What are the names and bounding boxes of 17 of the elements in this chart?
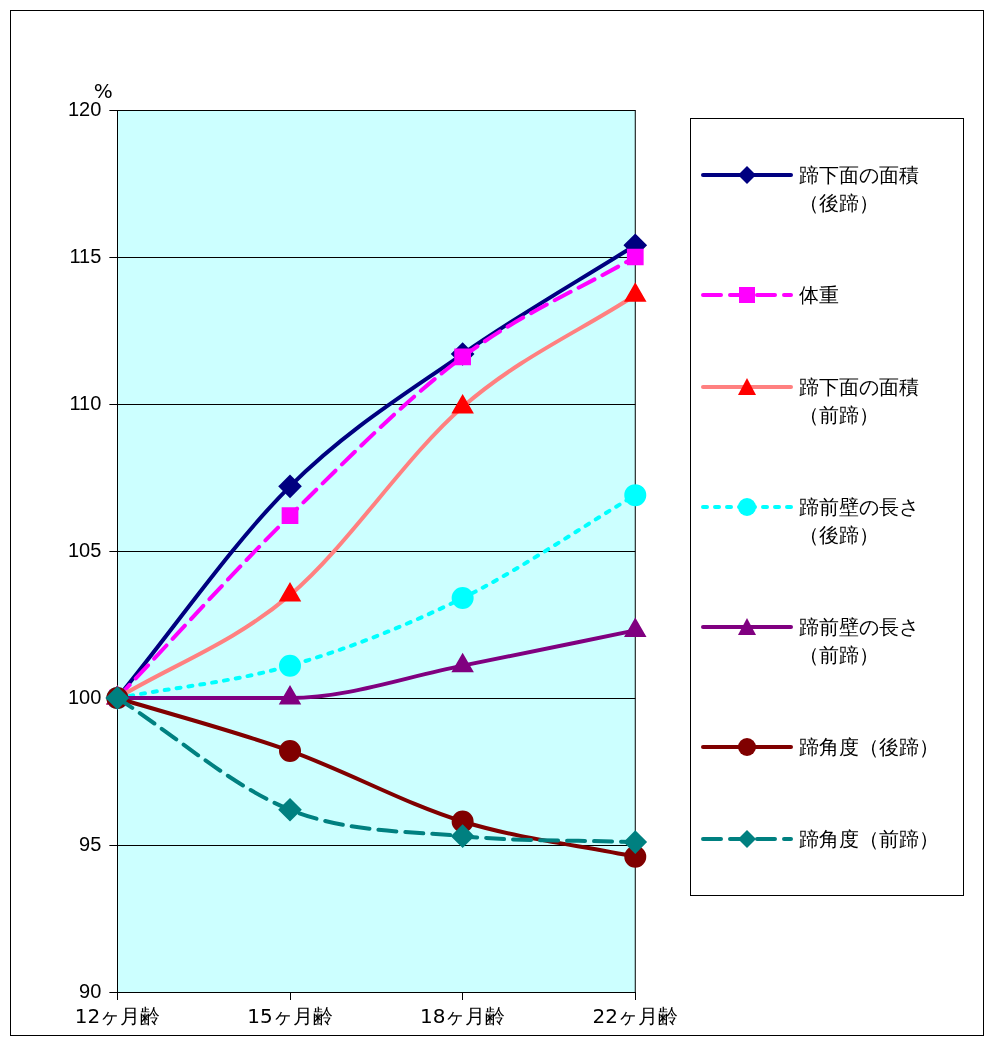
x-tick-label: 18ヶ月齢 bbox=[419, 1004, 506, 1029]
legend-label: 蹄前壁の長さ（前蹄） bbox=[799, 614, 920, 669]
legend-label: 蹄角度（前蹄） bbox=[799, 826, 940, 853]
legend-label: 体重 bbox=[799, 282, 840, 309]
legend-label: 蹄下面の面積（後蹄） bbox=[799, 162, 920, 217]
y-tick-label: 90 bbox=[79, 979, 102, 1002]
legend-label: 蹄前壁の長さ（後蹄） bbox=[799, 494, 920, 549]
y-tick-label: 100 bbox=[67, 685, 102, 708]
x-tick-label: 15ヶ月齢 bbox=[247, 1004, 333, 1029]
y-tick-label: 115 bbox=[69, 244, 102, 267]
y-tick-label: 110 bbox=[69, 391, 102, 414]
x-tick-label: 22ヶ月齢 bbox=[592, 1004, 678, 1029]
y-tick-label: 105 bbox=[67, 538, 102, 561]
legend-label: 蹄下面の面積（前蹄） bbox=[799, 374, 920, 429]
legend-label: 蹄角度（後蹄） bbox=[799, 734, 940, 761]
x-tick-label: 12ヶ月齢 bbox=[74, 1004, 161, 1029]
y-tick-label: 95 bbox=[79, 832, 102, 855]
